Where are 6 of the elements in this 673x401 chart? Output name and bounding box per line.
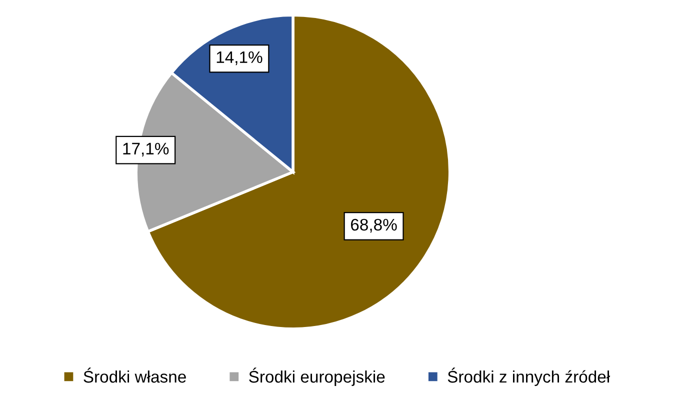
data-label: 68,8% xyxy=(351,218,397,233)
legend-label: Środki europejskie xyxy=(249,368,385,386)
legend-label: Środki z innych źródeł xyxy=(448,368,610,386)
legend-label: Środki własne xyxy=(84,368,186,383)
data-label: 17,1% xyxy=(123,142,169,157)
data-label: 14,1% xyxy=(216,51,262,66)
